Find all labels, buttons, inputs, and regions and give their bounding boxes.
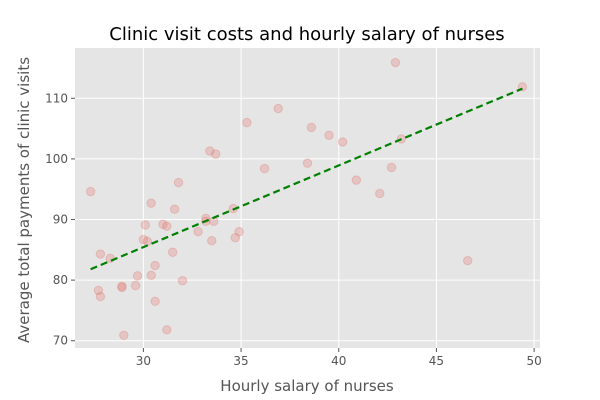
data-point <box>302 158 313 168</box>
x-tick-label: 40 <box>331 354 346 368</box>
trend-line-group <box>90 87 523 271</box>
data-point <box>230 232 240 243</box>
data-point <box>117 281 127 291</box>
data-point <box>117 282 127 293</box>
x-tick-label: 35 <box>233 354 248 368</box>
trend-line <box>90 87 523 271</box>
x-axis-label: Hourly salary of nurses <box>220 377 394 395</box>
data-point <box>324 130 334 140</box>
data-point <box>93 285 104 296</box>
data-point <box>119 330 129 340</box>
data-point <box>173 177 184 188</box>
data-point <box>132 271 143 281</box>
data-point <box>205 146 215 156</box>
data-point <box>146 198 156 208</box>
plot-area <box>75 48 540 348</box>
data-point <box>150 260 160 271</box>
y-tick-label: 70 <box>53 334 68 348</box>
data-point <box>386 162 397 173</box>
data-point <box>351 175 362 185</box>
data-point <box>146 270 156 280</box>
data-point <box>273 103 283 114</box>
data-point <box>140 220 151 230</box>
data-point <box>177 276 188 286</box>
chart-title: Clinic visit costs and hourly salary of … <box>109 24 504 45</box>
data-point <box>169 204 180 214</box>
x-tick-label: 50 <box>526 354 541 368</box>
data-point <box>210 149 221 159</box>
data-points <box>85 57 528 340</box>
data-point <box>463 256 473 266</box>
data-point <box>142 236 152 247</box>
data-point <box>130 280 141 291</box>
data-point <box>162 325 172 335</box>
data-point <box>242 117 252 128</box>
x-tick-label: 45 <box>429 354 444 368</box>
data-point <box>150 296 160 307</box>
data-point <box>306 122 317 133</box>
data-point <box>162 221 172 231</box>
data-point <box>95 249 106 259</box>
axis-ticks: 30 35 40 45 50 70 80 90 100 110 <box>45 91 542 368</box>
data-point <box>167 247 178 257</box>
y-tick-label: 110 <box>45 91 68 105</box>
data-point <box>193 226 203 237</box>
data-point <box>375 188 385 199</box>
data-point <box>158 219 168 230</box>
data-point <box>337 137 348 147</box>
y-tick-label: 100 <box>45 152 68 166</box>
data-point <box>85 186 96 197</box>
data-point <box>95 291 106 302</box>
y-tick-label: 80 <box>53 273 68 287</box>
x-tick-label: 30 <box>136 354 151 368</box>
grid-lines <box>75 48 540 348</box>
data-point <box>105 253 115 264</box>
data-point <box>390 57 401 68</box>
data-point <box>138 234 149 245</box>
y-axis-label: Average total payments of clinic visits <box>15 57 33 343</box>
data-point <box>234 226 244 237</box>
data-point <box>259 163 270 174</box>
data-point <box>207 236 217 246</box>
y-tick-label: 90 <box>53 213 68 227</box>
